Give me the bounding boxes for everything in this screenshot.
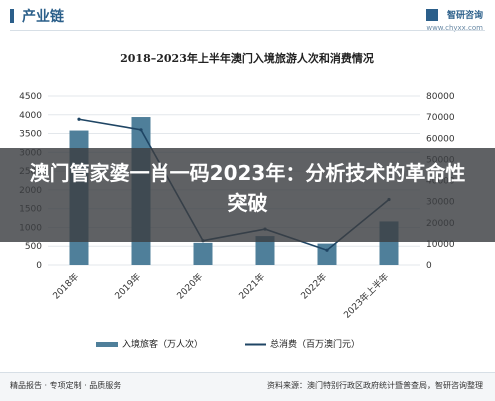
- legend-bar-swatch: [96, 342, 118, 347]
- right-axis-tick-label: 70000: [426, 113, 455, 123]
- brand-logo-icon: [425, 8, 438, 21]
- bar-visitors: [317, 243, 337, 265]
- footer-source: 资料来源：澳门特别行政区政府统计暨普查局，智研咨询整理: [267, 381, 483, 390]
- legend-line-label: 总消费（百万澳门元）: [270, 338, 360, 350]
- right-axis-tick-label: 60000: [426, 134, 455, 144]
- header: 产业链 智研咨询 www.chyxx.com: [0, 0, 495, 32]
- x-axis-tick-label: 2022年: [298, 271, 329, 302]
- left-axis-tick-label: 0: [36, 261, 42, 271]
- header-divider: [10, 30, 485, 31]
- left-axis-tick-label: 4500: [19, 92, 42, 102]
- left-axis-tick-label: 500: [25, 242, 42, 252]
- line-point: [139, 128, 143, 132]
- brand: 智研咨询 www.chyxx.com: [425, 4, 483, 32]
- right-axis-tick-label: 10000: [426, 240, 455, 250]
- x-axis-tick-label: 2018年: [50, 271, 81, 302]
- right-axis-tick-label: 80000: [426, 92, 455, 102]
- section-title: 产业链: [22, 9, 64, 25]
- bar-visitors: [193, 242, 213, 265]
- bar-visitors: [255, 236, 275, 265]
- x-axis-tick-label: 2020年: [174, 271, 205, 302]
- x-axis-tick-label: 2023年上半年: [341, 271, 391, 321]
- x-axis-tick-label: 2019年: [112, 271, 143, 302]
- left-axis-tick-label: 4000: [19, 111, 42, 121]
- headline-overlay: 澳门管家婆一肖一码2023年：分析技术的革命性突破: [0, 148, 495, 242]
- right-axis-tick-label: 0: [426, 261, 432, 271]
- legend-bar-label: 入境旅客（万人次）: [122, 338, 203, 350]
- header-accent-bar: [10, 9, 14, 23]
- footer: 精品报告 · 专项定制 · 品质服务 资料来源：澳门特别行政区政府统计暨普查局，…: [0, 372, 495, 401]
- brand-name: 智研咨询: [446, 11, 483, 21]
- x-axis-tick-label: 2021年: [236, 271, 267, 302]
- headline-text: 澳门管家婆一肖一码2023年：分析技术的革命性突破: [29, 161, 466, 215]
- brand-url: www.chyxx.com: [426, 24, 483, 32]
- left-axis-tick-label: 3500: [19, 130, 42, 140]
- footer-tagline: 精品报告 · 专项定制 · 品质服务: [10, 381, 122, 390]
- line-point: [325, 248, 329, 252]
- line-point: [77, 117, 81, 121]
- chart-title: 2018–2023年上半年澳门入境旅游人次和消费情况: [120, 51, 374, 65]
